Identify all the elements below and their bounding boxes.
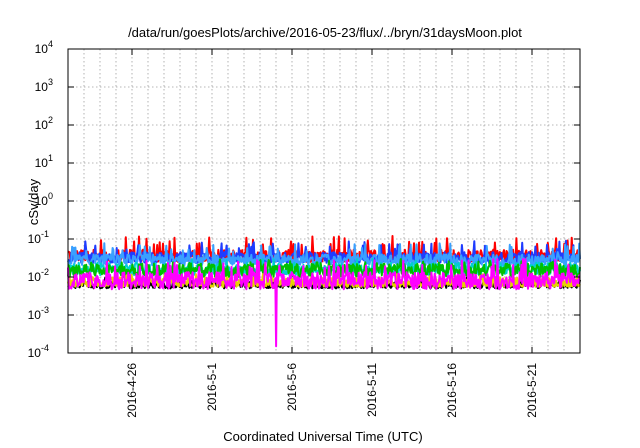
y-tick-label: 10-3 xyxy=(28,305,49,322)
x-tick-label: 2016-4-26 xyxy=(125,363,139,418)
y-axis-label: cSv/day xyxy=(26,178,41,225)
y-tick-label: 10-2 xyxy=(28,267,49,284)
x-tick-label: 2016-5-16 xyxy=(445,363,459,418)
series-layer xyxy=(67,235,581,348)
y-tick-exponent: 4 xyxy=(48,39,53,49)
y-tick-exponent: -2 xyxy=(41,267,49,277)
y-tick-label: 100 xyxy=(35,191,53,208)
y-tick-label: 104 xyxy=(35,39,53,56)
y-tick-label: 10-1 xyxy=(28,229,49,246)
y-tick-exponent: 3 xyxy=(48,77,53,87)
x-tick-label: 2016-5-11 xyxy=(365,363,379,417)
axes: 10-410-310-210-11001011021031042016-4-26… xyxy=(28,39,581,418)
x-tick-label: 2016-5-1 xyxy=(205,363,219,411)
y-tick-exponent: -3 xyxy=(41,305,49,315)
y-tick-exponent: -4 xyxy=(41,343,49,353)
plot-frame xyxy=(67,48,581,354)
series-magenta xyxy=(67,258,581,348)
y-tick-exponent: 1 xyxy=(48,153,53,163)
series-light-blue xyxy=(67,242,581,267)
y-tick-exponent: 0 xyxy=(48,191,53,201)
y-tick-label: 103 xyxy=(35,77,53,94)
x-tick-label: 2016-5-21 xyxy=(525,363,539,418)
chart-title: /data/run/goesPlots/archive/2016-05-23/f… xyxy=(128,25,522,40)
x-tick-label: 2016-5-6 xyxy=(285,363,299,411)
y-tick-label: 10-4 xyxy=(28,343,49,360)
y-tick-exponent: 2 xyxy=(48,115,53,125)
x-axis-label: Coordinated Universal Time (UTC) xyxy=(223,429,422,444)
y-tick-exponent: -1 xyxy=(41,229,49,239)
y-tick-label: 102 xyxy=(35,115,53,132)
grid xyxy=(68,49,580,353)
y-tick-label: 101 xyxy=(35,153,53,170)
